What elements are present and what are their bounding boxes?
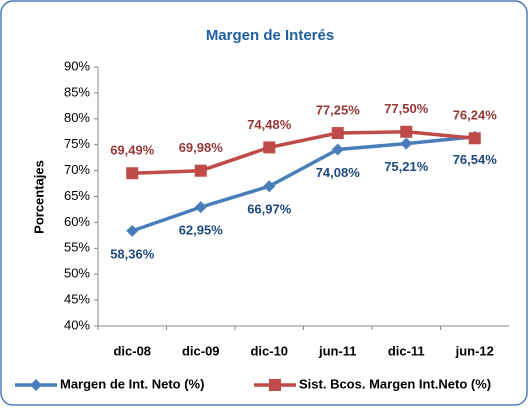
series-line: [131, 134, 475, 233]
legend-marker: [269, 379, 281, 391]
point: [263, 180, 276, 193]
series-line: [132, 129, 475, 175]
y-axis-title: Porcentajes: [31, 160, 46, 234]
y-tick-label: 80%: [64, 110, 90, 125]
data-label: 69,49%: [110, 143, 155, 158]
data-label: 74,48%: [247, 117, 292, 132]
point: [126, 167, 139, 180]
x-tick-label: dic-10: [250, 343, 288, 358]
data-label: 77,50%: [384, 101, 429, 116]
data-label: 77,25%: [316, 102, 361, 117]
data-label: 69,98%: [179, 140, 224, 155]
y-tick-label: 85%: [64, 84, 90, 99]
point: [263, 141, 276, 154]
data-label: 76,24%: [453, 108, 498, 123]
x-tick-label: dic-09: [182, 343, 220, 358]
y-tick-label: 40%: [64, 317, 90, 332]
data-label: 66,97%: [247, 202, 292, 217]
data-label: 74,08%: [316, 165, 361, 180]
point: [194, 201, 207, 214]
legend-label: Margen de Int. Neto (%): [60, 376, 204, 391]
point: [331, 143, 344, 156]
point: [400, 125, 413, 138]
chart-title: Margen de Interés: [206, 27, 334, 44]
x-tick-label: jun-12: [455, 343, 494, 358]
y-tick-label: 75%: [64, 136, 90, 151]
data-label: 75,21%: [384, 159, 429, 174]
point: [126, 224, 139, 237]
x-tick-label: dic-08: [113, 343, 151, 358]
point: [468, 132, 481, 145]
y-tick-label: 90%: [64, 58, 90, 73]
x-tick-label: jun-11: [318, 343, 357, 358]
data-label: 58,36%: [110, 246, 155, 261]
point: [194, 164, 207, 177]
legend-marker: [30, 379, 42, 391]
y-tick-label: 55%: [64, 240, 90, 255]
point: [400, 137, 413, 150]
y-tick-label: 70%: [64, 162, 90, 177]
legend-label: Sist. Bcos. Margen Int.Neto (%): [299, 376, 491, 391]
y-tick-label: 45%: [64, 292, 90, 307]
y-tick-label: 60%: [64, 214, 90, 229]
x-tick-label: dic-11: [388, 343, 425, 358]
y-tick-label: 65%: [64, 188, 90, 203]
y-tick-label: 50%: [64, 266, 90, 281]
data-label: 62,95%: [179, 223, 224, 238]
data-label: 76,54%: [453, 152, 498, 167]
point: [331, 127, 344, 140]
chart-frame: [0, 0, 528, 406]
